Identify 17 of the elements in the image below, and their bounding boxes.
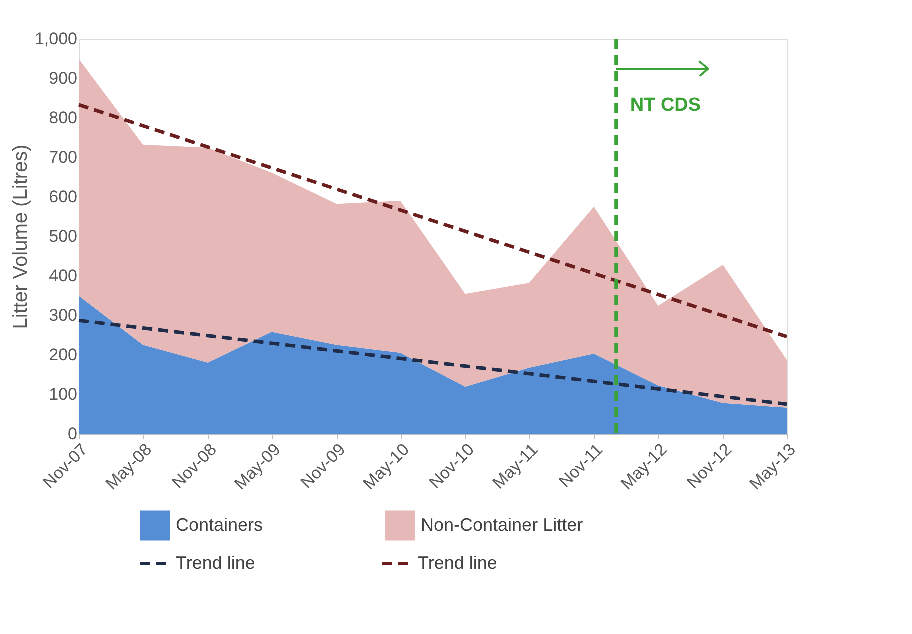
y-tick-label: 200 xyxy=(49,346,78,364)
y-tick-label: 800 xyxy=(49,108,78,128)
legend-label: Trend line xyxy=(176,552,256,573)
legend-label: Containers xyxy=(176,514,264,535)
y-tick-label: 600 xyxy=(49,188,78,206)
y-tick-label: 700 xyxy=(49,148,78,167)
y-tick-label: 100 xyxy=(49,385,78,404)
y-tick-label: 500 xyxy=(49,227,78,246)
y-tick-label: 400 xyxy=(49,266,78,286)
ref-line-label: NT CDS xyxy=(630,95,702,116)
y-axis-title: Litter Volume (Litres) xyxy=(10,144,32,330)
y-tick-label: 300 xyxy=(49,306,78,325)
y-tick-label: 0 xyxy=(68,424,78,444)
y-tick-label: 1,000 xyxy=(34,30,78,48)
legend-label: Non-Container Litter xyxy=(421,514,584,535)
legend-label: Trend line xyxy=(418,552,498,573)
y-tick-label: 900 xyxy=(49,69,78,88)
